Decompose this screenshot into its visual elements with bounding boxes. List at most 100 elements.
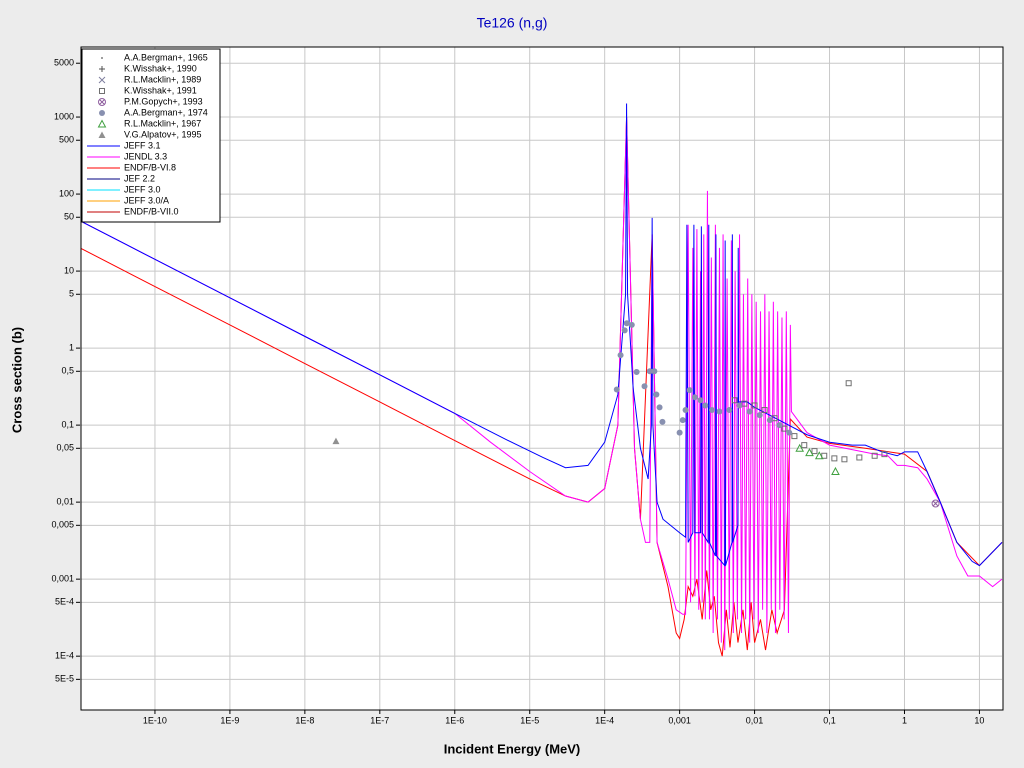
marker [845, 380, 852, 387]
x-tick-label: 0,001 [668, 715, 691, 725]
y-tick-label: 0,01 [56, 497, 74, 507]
marker [881, 451, 888, 458]
marker [651, 368, 658, 375]
y-tick-label: 50 [64, 212, 74, 222]
marker [691, 394, 698, 401]
marker [831, 466, 840, 475]
marker [332, 437, 340, 445]
marker [686, 387, 693, 394]
x-tick-label: 1E-4 [595, 715, 614, 725]
markers [332, 320, 940, 508]
marker [617, 352, 624, 359]
lines [81, 103, 1003, 657]
marker [871, 452, 878, 459]
marker [621, 327, 628, 334]
legend-label: R.L.Macklin+, 1989 [124, 74, 201, 84]
marker [646, 368, 653, 375]
legend-label: V.G.Alpatov+, 1995 [124, 129, 201, 139]
y-tick-label: 0,001 [51, 574, 74, 584]
marker [702, 402, 709, 409]
x-tick-label: 1E-9 [220, 715, 239, 725]
marker [726, 407, 733, 414]
x-tick-label: 10 [974, 715, 984, 725]
marker [613, 386, 620, 393]
marker [731, 397, 738, 404]
y-tick-label: 1E-4 [55, 651, 74, 661]
marker [811, 448, 818, 455]
y-tick-label: 5E-5 [55, 674, 74, 684]
marker [653, 391, 660, 398]
marker [795, 443, 805, 452]
marker [656, 404, 663, 411]
y-tick-label: 0,05 [56, 443, 74, 453]
marker [98, 131, 106, 138]
marker [931, 499, 940, 508]
y-axis-label: Cross section (b) [9, 327, 24, 433]
legend-label: A.A.Bergman+, 1974 [124, 107, 208, 117]
x-tick-label: 1E-7 [370, 715, 389, 725]
x-tick-label: 1E-5 [520, 715, 539, 725]
x-tick-label: 1 [902, 715, 907, 725]
chart-title: Te126 (n,g) [477, 15, 548, 31]
legend-label: R.L.Macklin+, 1967 [124, 118, 201, 128]
y-tick-label: 5 [69, 289, 74, 299]
x-tick-label: 1E-8 [295, 715, 314, 725]
marker [814, 451, 824, 460]
x-tick-label: 0,1 [823, 715, 836, 725]
legend-label: ENDF/B-VI.8 [124, 162, 176, 172]
marker [716, 408, 723, 415]
legend-label: K.Wisshak+, 1990 [124, 63, 197, 73]
marker [697, 397, 704, 404]
marker [97, 98, 106, 106]
series-line [81, 117, 1003, 651]
x-axis-label: Incident Energy (MeV) [444, 741, 581, 756]
legend-label: JEF 2.2 [124, 173, 155, 183]
marker [633, 368, 640, 375]
y-tick-label: 5E-4 [55, 597, 74, 607]
marker [679, 417, 686, 424]
y-tick-label: 0,1 [61, 419, 74, 429]
marker [856, 454, 863, 461]
marker [99, 88, 105, 94]
marker [99, 66, 105, 72]
marker [761, 407, 768, 414]
legend-label: JEFF 3.0 [124, 184, 161, 194]
legend-label: JENDL 3.3 [124, 151, 167, 161]
marker [821, 452, 828, 459]
x-tick-label: 1E-6 [445, 715, 464, 725]
marker [623, 320, 630, 327]
marker [99, 110, 105, 116]
marker [676, 429, 683, 436]
ticks: 1E-10 1E-9 1E-8 1E-7 1E-6 1E-5 1E-4 0,001 0,01 0,… [51, 58, 984, 726]
grid [80, 47, 1002, 710]
marker [641, 383, 648, 390]
legend-label: JEFF 3.1 [124, 140, 161, 150]
marker [746, 408, 753, 415]
legend-label: P.M.Gopych+, 1993 [124, 96, 203, 106]
marker [791, 433, 798, 440]
marker [805, 448, 814, 457]
legend-label: K.Wisshak+, 1991 [124, 85, 197, 95]
marker [98, 76, 106, 84]
marker [781, 425, 788, 432]
marker [786, 429, 793, 436]
legend-box [81, 48, 221, 223]
legend-label: ENDF/B-VII.0 [124, 206, 179, 216]
marker [751, 402, 758, 409]
plot-border [80, 46, 1004, 711]
marker [831, 455, 838, 462]
marker [756, 412, 763, 419]
y-tick-label: 500 [59, 135, 74, 145]
x-tick-label: 0,01 [746, 715, 764, 725]
legend-label: A.A.Bergman+, 1965 [124, 52, 208, 62]
marker [659, 418, 666, 425]
marker [841, 456, 848, 463]
marker [101, 57, 103, 59]
marker [736, 402, 743, 409]
y-tick-label: 0,5 [61, 366, 74, 376]
marker [801, 442, 808, 449]
marker [776, 422, 783, 429]
x-tick-label: 1E-10 [143, 715, 167, 725]
marker [97, 119, 107, 128]
